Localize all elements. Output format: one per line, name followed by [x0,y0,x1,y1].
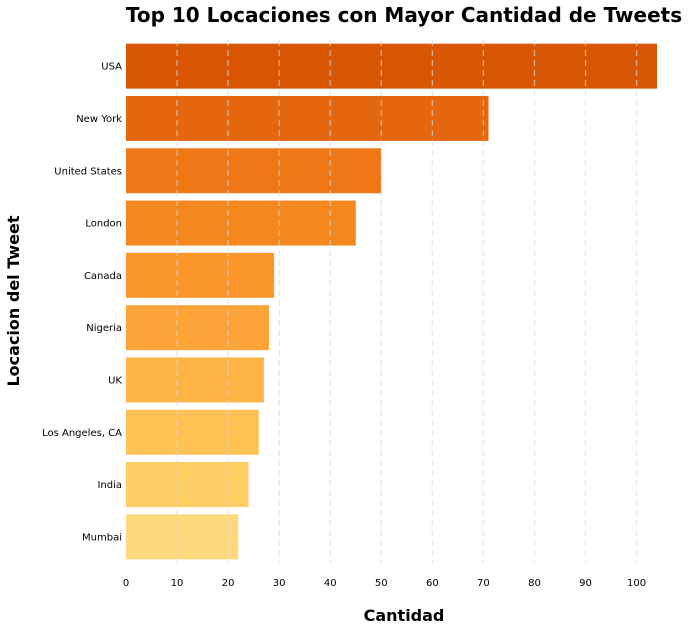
bar-1 [126,95,489,141]
x-tick-label: 80 [528,578,541,589]
x-tick-label: 90 [579,578,592,589]
x-tick-label: 0 [123,578,129,589]
x-tick-label: 70 [477,578,490,589]
grid-layer [176,40,638,563]
x-tick-label: 40 [324,578,337,589]
category-label: USA [101,62,122,73]
y-axis-label: Locacion del Tweet [4,215,23,386]
x-tick-label: 10 [171,578,184,589]
x-tick-label: 60 [426,578,439,589]
bar-4 [126,252,275,298]
bar-9 [126,514,239,560]
category-label: Nigeria [86,323,122,334]
category-label: India [97,480,122,491]
x-tick-label: 30 [273,578,286,589]
bar-2 [126,148,382,194]
bars-layer [126,43,657,560]
bar-7 [126,409,259,455]
bar-0 [126,43,657,89]
bar-6 [126,357,264,403]
x-tick-labels: 0 10 20 30 40 50 60 70 80 90 100 [123,578,646,589]
category-labels: USA New York United States London Canada Nige… [42,62,122,544]
bar-5 [126,305,269,351]
category-label: Los Angeles, CA [42,428,122,439]
category-label: Canada [84,271,122,282]
bar-8 [126,462,249,508]
category-label: United States [54,166,122,177]
x-tick-label: 50 [375,578,388,589]
category-label: New York [76,114,122,125]
chart-title: Top 10 Locaciones con Mayor Cantidad de … [126,3,682,27]
x-axis-label: Cantidad [364,606,445,625]
category-label: London [85,219,122,230]
category-label: UK [108,375,122,386]
bar-3 [126,200,356,246]
x-tick-label: 100 [627,578,646,589]
category-label: Mumbai [82,532,122,543]
x-tick-label: 20 [222,578,235,589]
